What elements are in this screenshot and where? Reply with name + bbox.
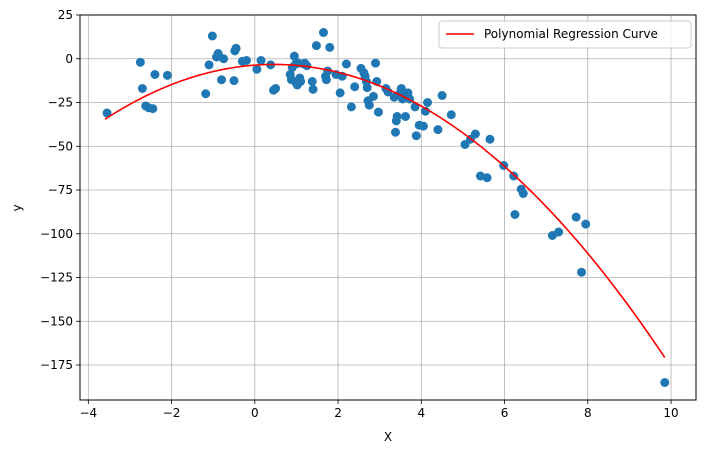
scatter-point: [368, 91, 378, 101]
scatter-point: [335, 88, 345, 98]
x-tick-label: 2: [334, 406, 342, 420]
x-tick-label: 6: [501, 406, 509, 420]
scatter-point: [289, 51, 299, 61]
x-tick-label: −4: [79, 406, 97, 420]
scatter-point: [162, 70, 172, 80]
y-tick-label: −125: [40, 271, 73, 285]
scatter-point: [510, 210, 520, 219]
ticks: −4 −2 0 2 4 6 8 10 25 0 −25 −50 −75 −100 −125 −150 −175: [40, 8, 679, 420]
scatter-point: [201, 89, 211, 99]
x-tick-label: −2: [163, 406, 181, 420]
scatter-point: [396, 84, 406, 93]
scatter-point: [433, 125, 443, 135]
scatter-point: [364, 100, 374, 110]
scatter-point: [271, 84, 281, 93]
scatter-point: [135, 57, 145, 67]
scatter-point: [660, 378, 670, 387]
scatter-series: [102, 28, 670, 387]
scatter-point: [485, 134, 495, 144]
scatter-point: [231, 43, 241, 53]
legend-label: Polynomial Regression Curve: [484, 27, 658, 41]
plot-frame: [79, 14, 697, 401]
scatter-point: [150, 70, 160, 79]
scatter-point: [577, 267, 587, 277]
grid: [80, 14, 696, 400]
regression-curve: [104, 63, 666, 359]
scatter-point: [390, 127, 400, 137]
plot-background: [80, 15, 696, 400]
x-tick-label: 0: [251, 406, 259, 420]
scatter-point: [423, 98, 433, 107]
y-tick-label: −150: [40, 314, 73, 328]
scatter-point: [229, 76, 239, 86]
scatter-point: [102, 108, 112, 118]
scatter-point: [400, 112, 410, 121]
scatter-point: [148, 104, 158, 114]
scatter-point: [581, 219, 591, 229]
scatter-point: [554, 227, 564, 237]
scatter-point: [446, 110, 456, 120]
y-axis-label: y: [10, 204, 24, 211]
y-tick-label: −50: [48, 139, 73, 153]
x-tick-label: 10: [663, 406, 678, 420]
scatter-point: [219, 54, 229, 64]
legend: Polynomial Regression Curve: [438, 20, 692, 49]
scatter-point: [308, 84, 318, 94]
scatter-point: [204, 60, 214, 70]
scatter-point: [321, 75, 331, 85]
x-tick-label: 8: [584, 406, 592, 420]
scatter-point: [437, 91, 447, 100]
legend-box: [438, 20, 692, 49]
scatter-point: [346, 102, 356, 112]
scatter-point: [325, 42, 335, 52]
scatter-point: [341, 59, 351, 69]
scatter-point: [470, 129, 480, 139]
x-axis-label: X: [384, 430, 392, 444]
scatter-point: [418, 121, 428, 131]
scatter-point: [137, 84, 147, 93]
scatter-point: [371, 58, 381, 68]
scatter-point: [241, 56, 251, 65]
x-tick-label: 4: [417, 406, 425, 420]
scatter-point: [318, 28, 328, 37]
scatter-point: [482, 173, 492, 183]
y-tick-label: −75: [48, 183, 73, 197]
regression-curve-line: [104, 63, 666, 359]
scatter-point: [307, 77, 317, 86]
scatter-point: [207, 31, 217, 41]
scatter-point: [296, 77, 306, 86]
y-tick-label: 25: [58, 8, 73, 22]
y-tick-label: −100: [40, 227, 73, 241]
scatter-point: [252, 64, 262, 74]
scatter-point: [571, 212, 581, 222]
scatter-point: [217, 75, 227, 85]
scatter-point: [350, 82, 360, 92]
scatter-point: [518, 189, 528, 198]
scatter-point: [392, 112, 402, 121]
scatter-point: [311, 41, 321, 51]
y-tick-label: 0: [65, 52, 73, 66]
y-tick-label: −175: [40, 358, 73, 372]
scatter-point: [256, 56, 266, 65]
y-tick-label: −25: [48, 96, 73, 110]
scatter-point: [411, 131, 421, 141]
scatter-point: [362, 83, 372, 93]
scatter-point: [373, 107, 383, 117]
